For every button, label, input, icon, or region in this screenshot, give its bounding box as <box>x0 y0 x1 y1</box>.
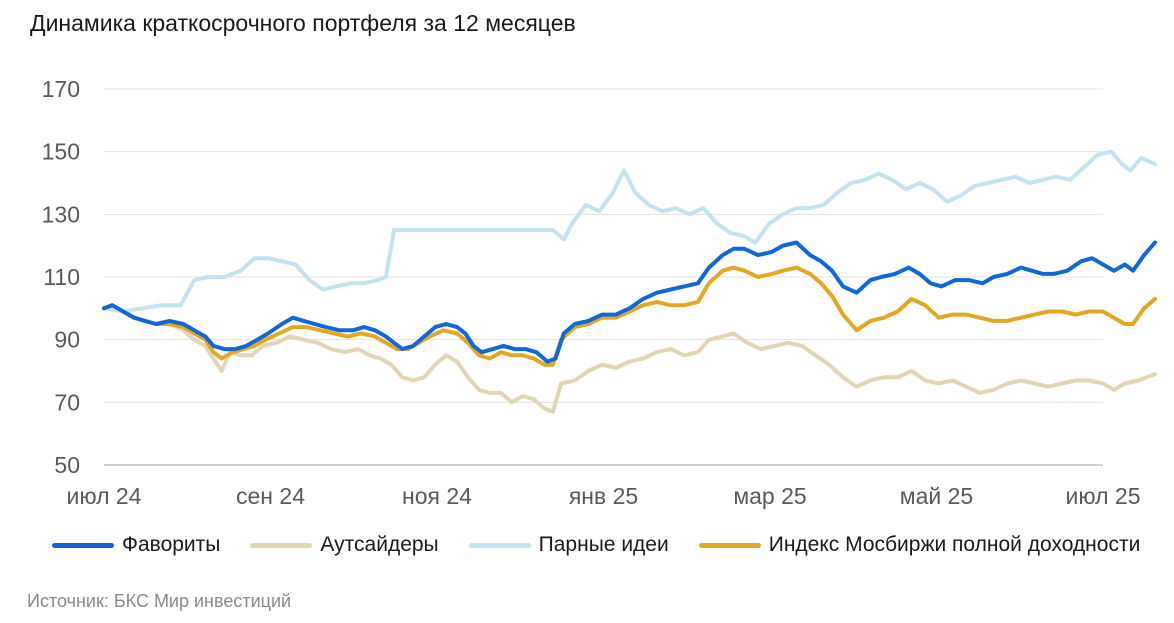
y-tick-label: 170 <box>42 76 80 102</box>
legend-swatch <box>52 542 114 548</box>
legend-item: Парные идеи <box>468 533 669 557</box>
legend-swatch <box>468 542 531 548</box>
legend-swatch <box>250 542 313 548</box>
legend-label: Фавориты <box>122 533 221 556</box>
x-tick-label: июл 24 <box>67 483 142 509</box>
chart-title: Динамика краткосрочного портфеля за 12 м… <box>30 10 576 36</box>
legend-label: Индекс Мосбиржи полной доходности <box>768 533 1141 556</box>
legend-label: Парные идеи <box>538 533 669 556</box>
x-tick-label: май 25 <box>900 483 973 509</box>
source-note: Источник: БКС Мир инвестиций <box>27 591 292 611</box>
x-axis-ticks: июл 24 сен 24 ноя 24 янв 25 мар 25 май 25 июл … <box>67 483 1141 509</box>
legend: Фавориты Аутсайдеры Парные идеи Индекс Мосб… <box>52 530 1170 560</box>
series-line-2 <box>102 149 1157 314</box>
legend-item: Аутсайдеры <box>250 533 439 557</box>
y-tick-label: 50 <box>54 452 80 478</box>
x-tick-label: янв 25 <box>569 483 638 509</box>
legend-label: Аутсайдеры <box>320 533 439 556</box>
y-tick-label: 150 <box>42 139 80 165</box>
series-line-0 <box>102 240 1157 364</box>
x-tick-label: сен 24 <box>236 483 305 509</box>
y-tick-label: 110 <box>43 264 80 290</box>
legend-item: Фавориты <box>52 533 220 557</box>
legend-swatch <box>698 542 761 548</box>
legend-item: Индекс Мосбиржи полной доходности <box>698 533 1141 557</box>
y-tick-label: 70 <box>54 389 80 415</box>
x-tick-label: мар 25 <box>733 483 806 509</box>
y-tick-label: 90 <box>54 327 80 353</box>
x-tick-label: ноя 24 <box>402 483 472 509</box>
series-lines <box>102 149 1157 414</box>
y-axis-ticks: 50 70 90 110 130 150 170 <box>42 76 80 478</box>
series-line-3 <box>102 265 1157 367</box>
gridlines <box>104 88 1103 466</box>
x-tick-label: июл 25 <box>1066 483 1141 509</box>
series-line-1 <box>102 303 1157 414</box>
y-tick-label: 130 <box>42 201 80 227</box>
